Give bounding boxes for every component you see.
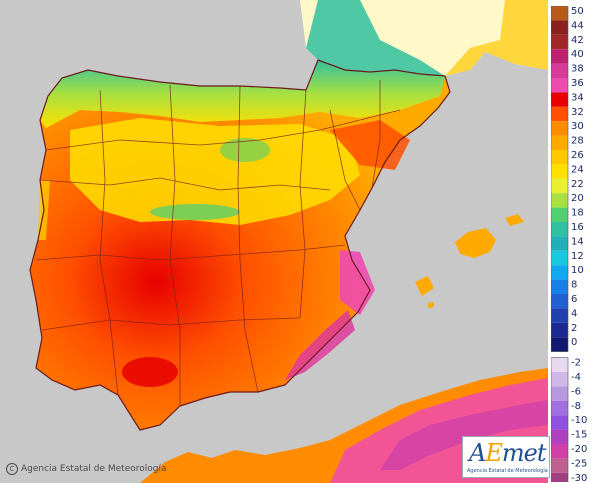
legend-swatch bbox=[551, 222, 568, 237]
france-south-warm bbox=[445, 0, 548, 76]
legend-swatch bbox=[551, 34, 568, 50]
legend-label: 6 bbox=[571, 294, 577, 305]
logo-brand: AEmet bbox=[469, 439, 546, 467]
legend-label: 36 bbox=[571, 78, 584, 89]
legend-label: 28 bbox=[571, 136, 584, 147]
legend-swatch bbox=[551, 337, 568, 352]
legend-label: 32 bbox=[571, 107, 584, 118]
legend-label: 42 bbox=[571, 35, 584, 46]
legend-swatch bbox=[551, 178, 568, 194]
legend-swatch bbox=[551, 150, 568, 165]
legend-swatch bbox=[551, 357, 568, 372]
legend-label: 24 bbox=[571, 164, 584, 175]
legend-swatch bbox=[551, 135, 568, 150]
legend-swatch bbox=[551, 236, 568, 251]
logo-agency: Agencia Estatal de Meteorología bbox=[467, 468, 548, 474]
legend-swatch bbox=[551, 472, 568, 482]
atlas-cool bbox=[380, 400, 548, 470]
legend-swatch bbox=[551, 294, 568, 309]
legend-swatch bbox=[551, 386, 568, 401]
credit-text: Agencia Estatal de Meteorología bbox=[21, 464, 167, 474]
legend-label: -8 bbox=[571, 401, 581, 412]
mallorca bbox=[455, 228, 496, 258]
legend-swatch bbox=[551, 308, 568, 323]
legend-label: 30 bbox=[571, 121, 584, 132]
southeast-hot bbox=[285, 310, 355, 380]
valencia-hot bbox=[340, 250, 375, 315]
legend-swatch bbox=[551, 458, 568, 473]
legend-swatch bbox=[551, 106, 568, 122]
guadalquivir-hot bbox=[122, 357, 178, 387]
temperature-map bbox=[0, 0, 548, 483]
legend-label: 38 bbox=[571, 64, 584, 75]
legend-label: -2 bbox=[571, 358, 581, 369]
legend-label: 40 bbox=[571, 49, 584, 60]
legend-swatch bbox=[551, 372, 568, 387]
legend-label: 50 bbox=[571, 6, 584, 17]
menorca bbox=[505, 214, 524, 226]
copyright-icon: C bbox=[6, 463, 18, 475]
legend-label: -30 bbox=[571, 473, 587, 482]
legend-swatch bbox=[551, 400, 568, 416]
legend-label: 8 bbox=[571, 280, 577, 291]
legend-frame-positive bbox=[551, 6, 569, 352]
legend-label: 26 bbox=[571, 150, 584, 161]
legend-label: -25 bbox=[571, 458, 587, 469]
legend-swatch bbox=[551, 78, 568, 93]
formentera bbox=[428, 302, 434, 308]
legend-swatch bbox=[551, 279, 568, 294]
north-coast-cool bbox=[40, 60, 445, 128]
legend-label: 14 bbox=[571, 236, 584, 247]
legend-label: 34 bbox=[571, 92, 584, 103]
ebro-hot bbox=[330, 120, 410, 170]
legend-swatch bbox=[551, 444, 568, 459]
legend-label: 20 bbox=[571, 193, 584, 204]
legend-label: 12 bbox=[571, 251, 584, 262]
legend-label: -15 bbox=[571, 430, 587, 441]
iberia-outline bbox=[29, 59, 451, 431]
legend-label: 16 bbox=[571, 222, 584, 233]
legend-swatch bbox=[551, 415, 568, 430]
province-borders bbox=[35, 80, 401, 406]
legend-label: 0 bbox=[571, 337, 577, 348]
credit: C Agencia Estatal de Meteorología bbox=[6, 463, 167, 475]
sistema-central-cool bbox=[150, 204, 240, 220]
legend-swatch bbox=[551, 164, 568, 179]
legend-label: -4 bbox=[571, 372, 581, 383]
legend-swatch bbox=[551, 92, 568, 107]
legend-swatch bbox=[551, 193, 568, 208]
legend-label: 44 bbox=[571, 20, 584, 31]
legend-label: 10 bbox=[571, 265, 584, 276]
aemet-logo: AEmet Agencia Estatal de Meteorología bbox=[462, 436, 550, 478]
legend-label: 2 bbox=[571, 323, 577, 334]
legend-swatch bbox=[551, 63, 568, 78]
legend-swatch bbox=[551, 207, 568, 222]
legend-swatch bbox=[551, 49, 568, 64]
legend-label: 4 bbox=[571, 308, 577, 319]
legend-swatch bbox=[551, 6, 568, 21]
legend-frame-negative bbox=[551, 357, 569, 482]
legend-label: 22 bbox=[571, 179, 584, 190]
pyrenees-cool bbox=[306, 0, 445, 76]
legend-swatch bbox=[551, 250, 568, 266]
legend-swatch bbox=[551, 121, 568, 136]
legend-swatch bbox=[551, 20, 568, 35]
iberian-range-cool bbox=[220, 138, 270, 162]
legend-label: -20 bbox=[571, 444, 587, 455]
legend-label: -6 bbox=[571, 386, 581, 397]
legend-label: 18 bbox=[571, 208, 584, 219]
central-plateau bbox=[70, 118, 360, 225]
legend-swatch bbox=[551, 265, 568, 280]
legend-label: -10 bbox=[571, 415, 587, 426]
ibiza bbox=[415, 276, 434, 296]
legend-swatch bbox=[551, 322, 568, 338]
legend-swatch bbox=[551, 429, 568, 444]
temperature-legend: 5044424038363432302826242220181614121086… bbox=[551, 6, 587, 482]
